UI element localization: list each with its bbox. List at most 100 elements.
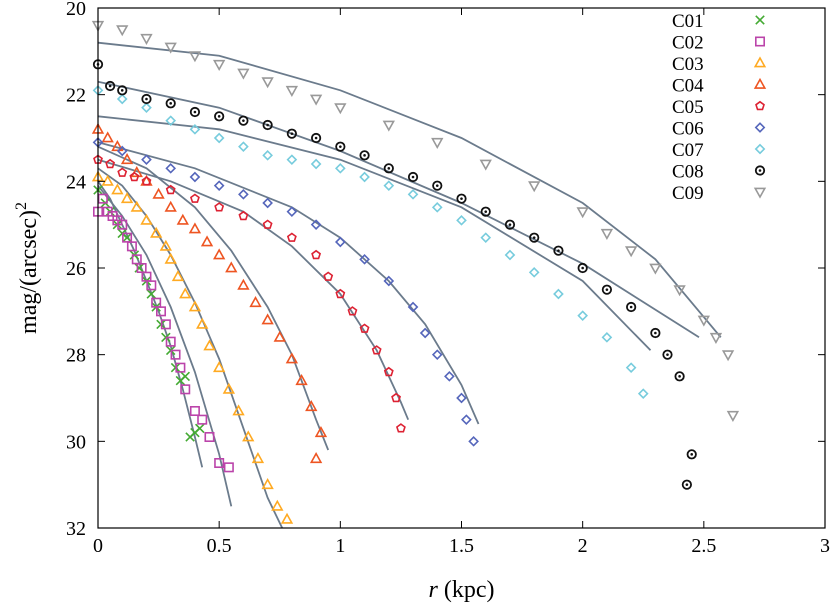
data-point-c05: [395, 423, 406, 433]
data-point-c09: [721, 350, 735, 362]
data-point-c08: [165, 98, 176, 109]
data-point-c06: [444, 371, 455, 382]
marker-ring: [662, 349, 673, 360]
data-point-c05: [262, 219, 273, 229]
data-point-c06: [189, 171, 201, 183]
data-point-c05: [105, 158, 116, 169]
marker-dot: [532, 236, 536, 239]
data-point-c03: [280, 512, 294, 524]
fit-curve-c05: [97, 158, 410, 421]
data-point-c08: [650, 327, 661, 339]
data-point-c02: [189, 405, 200, 416]
data-point-c09: [479, 159, 492, 171]
data-point-c09: [576, 207, 589, 219]
data-point-c08: [262, 119, 273, 131]
marker-dot: [629, 305, 633, 309]
data-point-c05: [347, 306, 358, 316]
data-point-c03: [271, 499, 284, 511]
data-point-c09: [726, 410, 740, 422]
x-axis-label-variable: r: [429, 577, 439, 603]
series-c08: [92, 59, 697, 490]
data-point-c03: [130, 200, 143, 212]
data-point-c09: [237, 68, 250, 80]
data-point-c04: [249, 296, 262, 308]
legend-label-c02: C02: [672, 33, 704, 54]
data-point-c08: [214, 111, 225, 122]
data-point-c04: [101, 131, 114, 143]
data-point-c09: [600, 228, 614, 240]
data-point-c06: [407, 301, 419, 313]
data-point-c06: [359, 254, 370, 265]
marker-ring: [480, 206, 491, 217]
data-point-c09: [624, 246, 638, 258]
data-point-c06: [262, 197, 273, 209]
series-c07: [92, 85, 649, 399]
data-point-c07: [383, 180, 395, 191]
data-point-c03: [188, 300, 202, 312]
marker-ring: [504, 219, 516, 230]
data-point-c07: [116, 93, 128, 105]
marker-dot: [690, 453, 694, 456]
x-axis-label-unit: (kpc): [438, 577, 495, 603]
marker-ring: [310, 132, 322, 144]
data-point-c03: [101, 174, 114, 186]
data-point-c04: [164, 200, 177, 212]
data-point-c06: [310, 219, 322, 230]
marker-dot: [242, 119, 245, 122]
legend-label-c04: C04: [672, 76, 704, 97]
data-point-c04: [152, 187, 165, 199]
marker-dot: [169, 102, 172, 105]
data-point-c06: [286, 206, 298, 217]
data-point-c05: [238, 210, 249, 221]
data-point-c03: [179, 287, 192, 299]
data-point-c03: [171, 270, 185, 282]
marker-dot: [654, 331, 657, 335]
series-c03: [91, 170, 294, 524]
data-point-c07: [310, 158, 322, 170]
y-tick-label: 32: [66, 518, 86, 540]
data-point-c08: [529, 232, 540, 243]
marker-dot: [108, 84, 112, 88]
marker-dot: [484, 210, 488, 213]
data-point-c03: [111, 183, 124, 195]
marker-ring: [359, 150, 370, 161]
marker-dot: [120, 89, 124, 92]
data-point-c04: [213, 248, 226, 260]
data-point-c03: [140, 213, 153, 225]
series-c04: [91, 122, 328, 464]
legend-marker-c08: [754, 165, 766, 176]
data-point-c05: [323, 271, 334, 281]
marker-ring: [674, 371, 685, 382]
data-point-c03: [203, 339, 216, 351]
data-point-c03: [251, 452, 265, 464]
data-point-c07: [553, 288, 564, 300]
data-point-c03: [159, 239, 173, 251]
marker-dot: [217, 115, 221, 118]
data-point-c05: [286, 232, 297, 242]
data-point-c06: [431, 349, 443, 360]
data-point-c07: [213, 132, 225, 144]
data-point-c07: [262, 150, 273, 161]
data-point-c02: [146, 280, 157, 291]
data-point-c09: [261, 77, 274, 89]
marker-ring: [456, 193, 467, 204]
data-point-c07: [286, 154, 298, 165]
data-point-c08: [286, 128, 297, 139]
fit-curve-c08: [97, 80, 700, 339]
legend-marker-c09: [753, 187, 767, 199]
data-point-c09: [140, 33, 153, 45]
x-tick-label: 1: [335, 535, 345, 557]
data-point-c07: [189, 124, 201, 135]
marker-ring: [286, 128, 297, 139]
marker-dot: [758, 169, 762, 172]
data-point-c08: [686, 449, 697, 460]
data-point-c03: [196, 317, 209, 329]
marker-dot: [435, 184, 439, 187]
x-tick-label: 3: [820, 535, 830, 557]
data-point-c07: [238, 141, 249, 152]
data-point-c07: [335, 163, 346, 174]
data-point-c09: [164, 42, 177, 54]
marker-dot: [314, 136, 318, 140]
